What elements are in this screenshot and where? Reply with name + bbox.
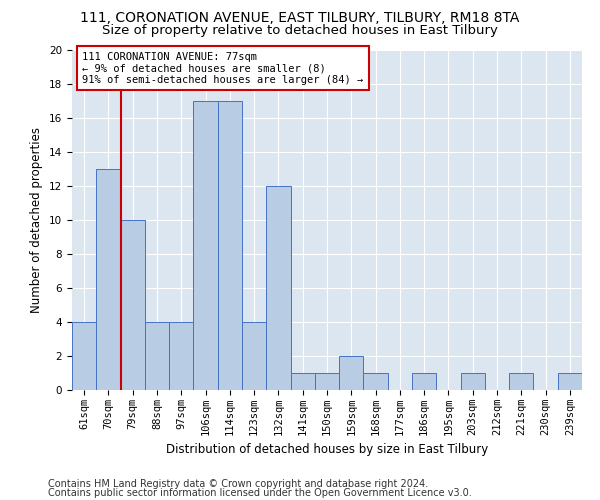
Bar bbox=[509, 373, 533, 390]
Bar bbox=[169, 322, 193, 390]
Bar bbox=[315, 373, 339, 390]
Bar bbox=[364, 373, 388, 390]
Bar bbox=[242, 322, 266, 390]
Text: 111, CORONATION AVENUE, EAST TILBURY, TILBURY, RM18 8TA: 111, CORONATION AVENUE, EAST TILBURY, TI… bbox=[80, 11, 520, 25]
Text: Contains public sector information licensed under the Open Government Licence v3: Contains public sector information licen… bbox=[48, 488, 472, 498]
Bar bbox=[339, 356, 364, 390]
Bar bbox=[558, 373, 582, 390]
X-axis label: Distribution of detached houses by size in East Tilbury: Distribution of detached houses by size … bbox=[166, 444, 488, 456]
Bar bbox=[266, 186, 290, 390]
Bar bbox=[412, 373, 436, 390]
Bar bbox=[72, 322, 96, 390]
Y-axis label: Number of detached properties: Number of detached properties bbox=[31, 127, 43, 313]
Bar bbox=[193, 101, 218, 390]
Text: Size of property relative to detached houses in East Tilbury: Size of property relative to detached ho… bbox=[102, 24, 498, 37]
Text: 111 CORONATION AVENUE: 77sqm
← 9% of detached houses are smaller (8)
91% of semi: 111 CORONATION AVENUE: 77sqm ← 9% of det… bbox=[82, 52, 364, 85]
Bar bbox=[218, 101, 242, 390]
Text: Contains HM Land Registry data © Crown copyright and database right 2024.: Contains HM Land Registry data © Crown c… bbox=[48, 479, 428, 489]
Bar bbox=[145, 322, 169, 390]
Bar bbox=[461, 373, 485, 390]
Bar bbox=[96, 169, 121, 390]
Bar bbox=[121, 220, 145, 390]
Bar bbox=[290, 373, 315, 390]
